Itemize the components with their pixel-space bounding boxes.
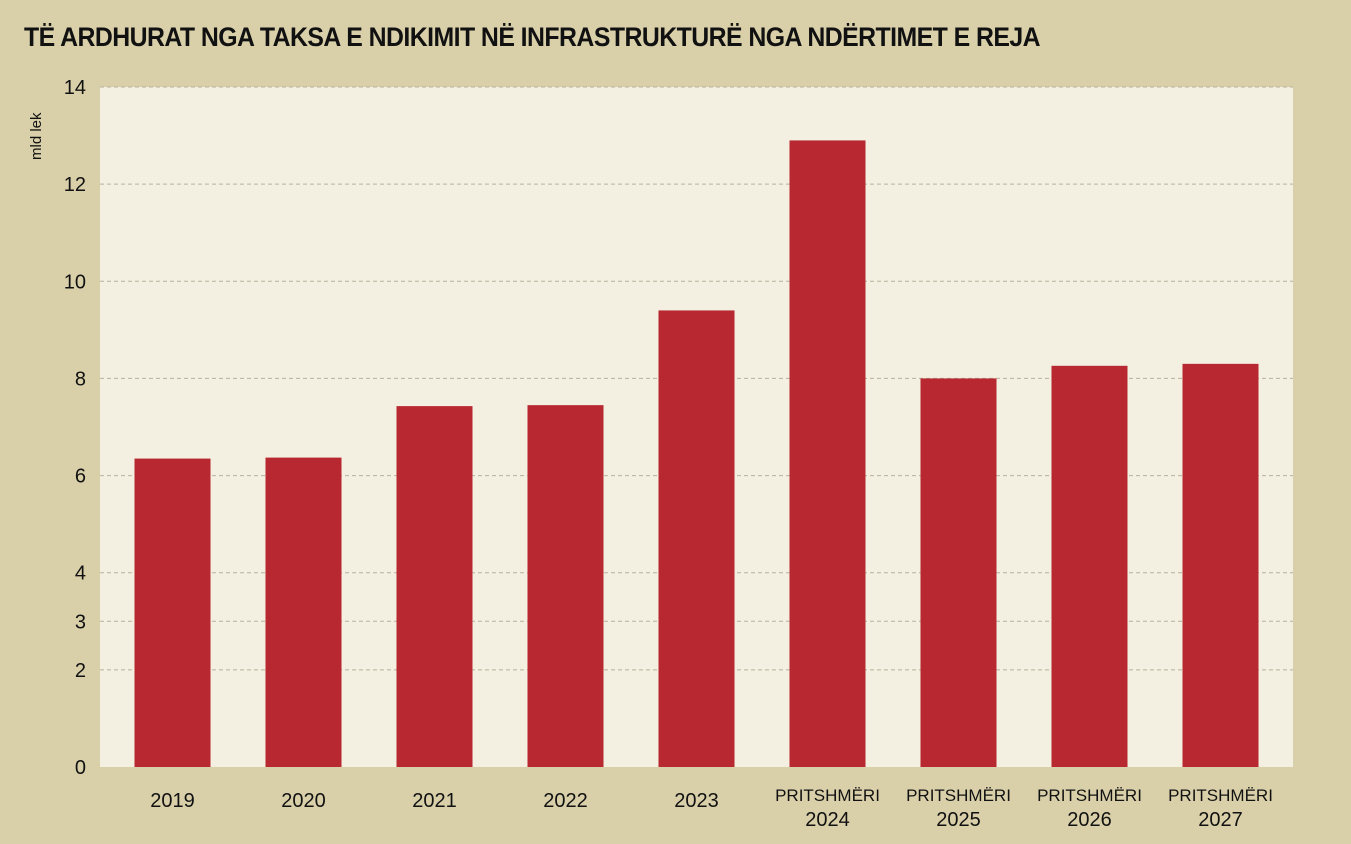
chart-title: TË ARDHURAT NGA TAKSA E NDIKIMIT NË INFR… <box>24 22 1041 52</box>
x-category-label: 2021 <box>412 790 457 812</box>
y-tick-label: 10 <box>64 271 86 293</box>
x-category-label: PRITSHMËRI 2027 <box>1168 786 1273 831</box>
x-category-label: 2020 <box>281 790 326 812</box>
x-category-label: PRITSHMËRI 2025 <box>906 786 1011 831</box>
x-category-label: PRITSHMËRI 2024 <box>775 786 880 831</box>
x-category-label-line: 2021 <box>412 790 457 812</box>
x-category-label: 2023 <box>674 790 719 812</box>
y-tick-label: 6 <box>75 466 86 488</box>
y-tick-label: 2 <box>75 660 86 682</box>
bar <box>920 378 997 767</box>
bar <box>265 457 342 767</box>
x-category-label-line: 2026 <box>1067 809 1112 831</box>
x-category-label: 2022 <box>543 790 588 812</box>
x-category-label: 2019 <box>150 790 195 812</box>
x-category-label: PRITSHMËRI 2026 <box>1037 786 1142 831</box>
x-category-label-line: 2024 <box>805 809 850 831</box>
y-tick-label: 14 <box>64 77 86 99</box>
y-tick-label: 3 <box>75 611 86 633</box>
x-category-label-line: PRITSHMËRI <box>906 786 1011 805</box>
x-category-label-line: 2025 <box>936 809 981 831</box>
x-axis-categories: 2019 2020 2021 2022 2023 PRITSHMËRI 2024PRITSH… <box>150 786 1273 831</box>
y-tick-label: 4 <box>75 563 86 585</box>
x-category-label-line: 2019 <box>150 790 195 812</box>
y-tick-label: 0 <box>75 757 86 779</box>
y-tick-label: 8 <box>75 368 86 390</box>
x-category-label-line: PRITSHMËRI <box>1168 786 1273 805</box>
x-category-label-line: 2027 <box>1198 809 1243 831</box>
x-category-label-line: PRITSHMËRI <box>1037 786 1142 805</box>
y-tick-label: 12 <box>64 174 86 196</box>
y-axis-ticks: 0 2 3 4 6 8 10 12 14 <box>64 77 86 779</box>
bars <box>134 140 1259 767</box>
bar <box>658 310 735 767</box>
x-category-label-line: PRITSHMËRI <box>775 786 880 805</box>
bar <box>134 458 211 767</box>
x-category-label-line: 2022 <box>543 790 588 812</box>
bar <box>396 406 473 767</box>
bar <box>1182 363 1259 767</box>
x-category-label-line: 2023 <box>674 790 719 812</box>
bar <box>1051 365 1128 767</box>
x-category-label-line: 2020 <box>281 790 326 812</box>
bar <box>527 405 604 767</box>
bar <box>789 140 866 767</box>
